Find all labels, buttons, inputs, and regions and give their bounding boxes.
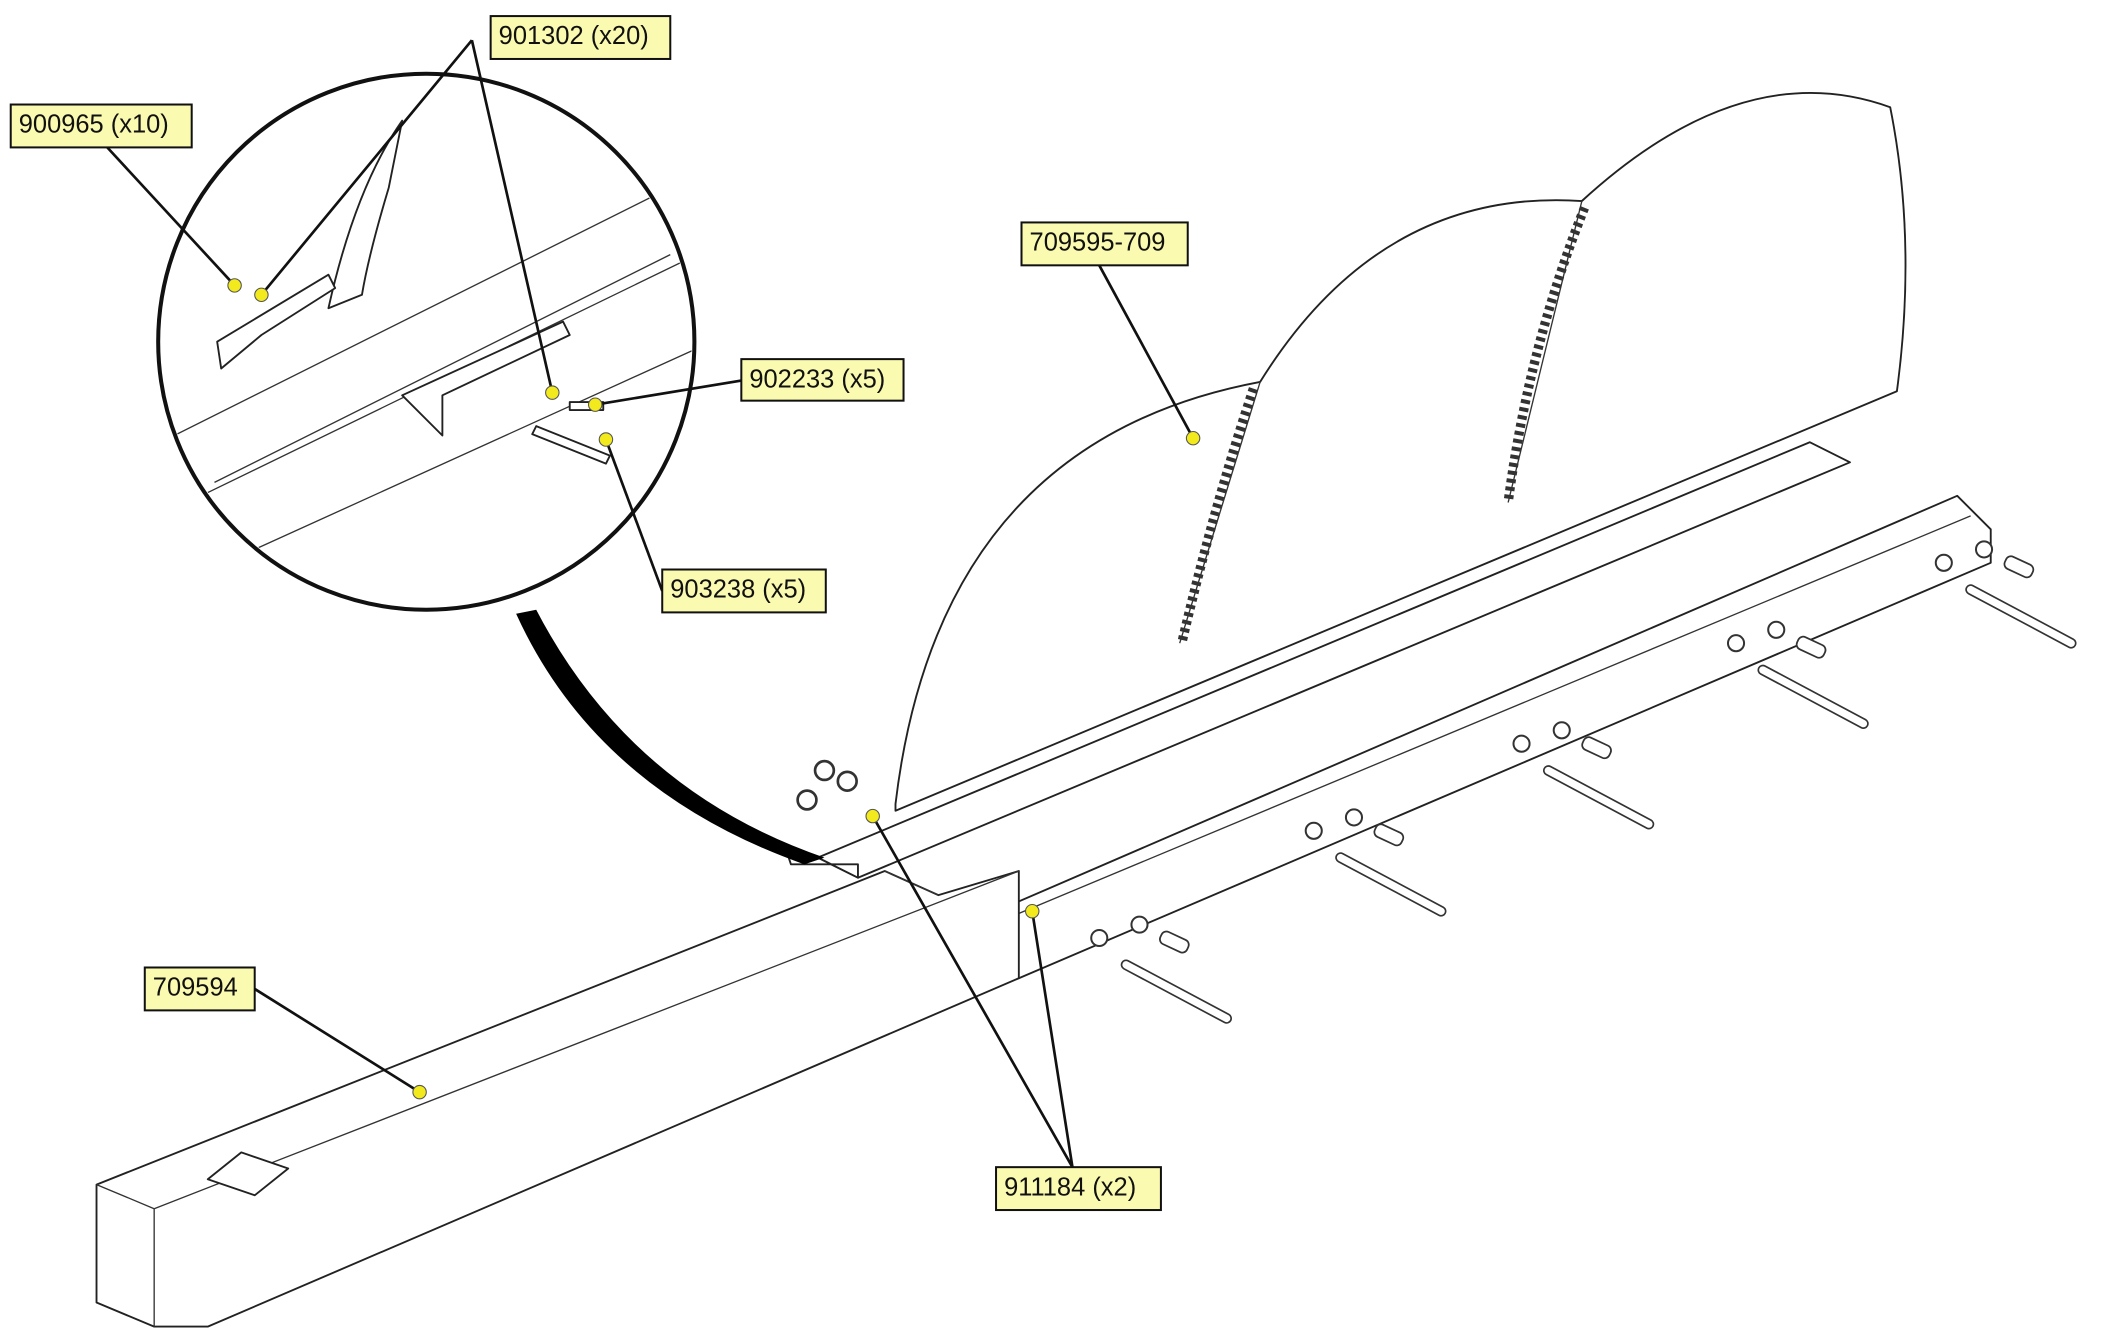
leader: [106, 146, 236, 287]
callout-label: 901302 (x20): [499, 22, 649, 50]
callout-label: 709594: [153, 974, 238, 1002]
callout-dot: [1185, 430, 1201, 446]
beam-slot: [206, 1151, 290, 1197]
bolt-core: [1336, 853, 1445, 915]
label-box: [143, 966, 256, 1012]
callout: 901302 (x20): [254, 15, 672, 400]
label-box: [740, 358, 905, 402]
label-box: [1020, 221, 1189, 267]
nut: [813, 759, 836, 782]
callout: 709595-709: [1020, 221, 1201, 446]
leader: [871, 815, 1074, 1168]
washer: [1304, 821, 1323, 840]
callout: 902233 (x5): [587, 358, 905, 412]
callout-label: 911184 (x2): [1004, 1173, 1136, 1201]
leader: [604, 439, 664, 592]
beam: [95, 870, 1020, 1328]
zoom-detail: [160, 119, 692, 551]
weld: [1177, 387, 1258, 642]
washer: [1767, 620, 1786, 639]
callout: 903238 (x5): [598, 432, 827, 614]
callout-dot: [598, 432, 614, 447]
callout-label: 903238 (x5): [670, 576, 806, 604]
callout-label: 902233 (x5): [749, 365, 885, 393]
nut: [836, 770, 858, 792]
fin-panel: [894, 91, 1907, 812]
beam-edge: [96, 870, 1020, 1327]
callout-dot: [1024, 903, 1040, 919]
screw: [1581, 736, 1612, 760]
zoom-pointer: [516, 609, 825, 865]
callout-dot: [587, 397, 603, 412]
washer: [1090, 928, 1109, 948]
rail-edge: [991, 515, 1971, 926]
washer: [1512, 734, 1531, 753]
callout-dot: [865, 808, 880, 824]
nut: [796, 789, 818, 811]
callout: 911184 (x2): [865, 808, 1162, 1212]
washer: [1974, 540, 1994, 559]
fin-seam: [1507, 200, 1583, 503]
bolt-core: [1759, 666, 1868, 728]
washer: [1130, 915, 1149, 934]
callout-dot: [254, 287, 269, 303]
callout-label: 900965 (x10): [19, 111, 169, 139]
leader: [1098, 264, 1195, 439]
bolt-core: [1122, 961, 1231, 1023]
callout-label: 709595-709: [1030, 229, 1166, 257]
washer: [1934, 553, 1953, 572]
washer: [1344, 808, 1364, 827]
label-box: [661, 568, 827, 614]
screw: [1795, 635, 1827, 659]
callout: 709594: [143, 966, 427, 1100]
callout-dot: [227, 278, 242, 293]
leader: [253, 987, 421, 1094]
washer: [1726, 634, 1746, 653]
washer: [1552, 721, 1571, 740]
callout: 900965 (x10): [9, 103, 242, 293]
screw: [1373, 823, 1405, 847]
zoom-circle: [156, 71, 697, 612]
label-box: [489, 15, 672, 60]
callout-dot: [545, 385, 560, 400]
screw: [2003, 555, 2035, 579]
label-box: [9, 103, 193, 149]
label-box: [995, 1166, 1162, 1212]
callout-dot: [412, 1084, 427, 1100]
bolt-core: [1966, 585, 2075, 647]
bolt-core: [1544, 766, 1653, 828]
screw: [1159, 930, 1190, 954]
leader: [594, 379, 742, 407]
leader: [260, 39, 554, 393]
